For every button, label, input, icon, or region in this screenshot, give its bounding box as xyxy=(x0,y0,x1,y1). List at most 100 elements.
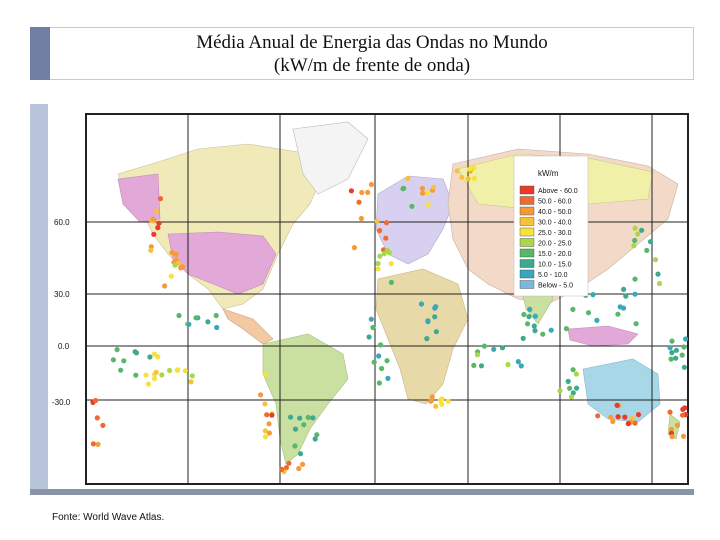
wave-energy-dot xyxy=(93,397,99,404)
wave-energy-dot xyxy=(279,466,285,472)
wave-energy-dot xyxy=(680,412,686,418)
wave-energy-dot xyxy=(162,283,168,289)
wave-energy-dot xyxy=(388,261,394,267)
wave-energy-dot xyxy=(100,422,106,428)
wave-energy-dot xyxy=(262,401,268,407)
wave-energy-dot xyxy=(465,176,471,182)
wave-energy-dot xyxy=(680,433,687,439)
wave-energy-dot xyxy=(310,415,316,421)
wave-energy-dot xyxy=(499,345,506,351)
wave-energy-dot xyxy=(568,394,575,400)
wave-energy-dot xyxy=(288,414,294,420)
wave-energy-dot xyxy=(540,331,546,337)
wave-energy-dot xyxy=(368,316,374,322)
wave-energy-dot xyxy=(405,175,411,182)
wave-energy-dot xyxy=(173,251,179,257)
wave-energy-dot xyxy=(176,312,182,319)
wave-energy-dot xyxy=(471,362,477,368)
wave-energy-dot xyxy=(669,350,675,356)
lat-label-minus30: -30.0 xyxy=(52,398,71,407)
wave-energy-dot xyxy=(121,358,127,364)
world-map-svg: 60.0 30.0 0.0 -30.0 kW/m Above - 60.0 50.… xyxy=(52,113,689,485)
legend-label: Above - 60.0 xyxy=(538,188,578,195)
wave-energy-dot xyxy=(563,326,570,332)
wave-energy-dot xyxy=(615,311,621,317)
wave-energy-dot xyxy=(359,189,365,196)
land-australia xyxy=(582,358,661,423)
wave-energy-dot xyxy=(348,188,354,194)
wave-energy-dot xyxy=(205,319,211,325)
wave-energy-dot xyxy=(668,426,675,433)
wave-energy-dot xyxy=(286,460,292,466)
wave-energy-dot xyxy=(573,371,580,377)
land-africa xyxy=(375,268,469,405)
wave-energy-dot xyxy=(156,220,162,226)
wave-energy-dot xyxy=(459,174,465,180)
wave-energy-dot xyxy=(193,315,199,321)
wave-energy-dot xyxy=(428,398,434,404)
wave-energy-dot xyxy=(150,216,156,222)
wave-energy-dot xyxy=(213,312,219,319)
wave-energy-dot xyxy=(595,413,601,419)
wave-energy-dot xyxy=(439,401,445,407)
wave-energy-dot xyxy=(548,327,554,333)
title-accent-bar xyxy=(30,27,50,80)
wave-energy-dot xyxy=(644,247,650,253)
wave-energy-dot xyxy=(669,338,675,344)
wave-energy-dot xyxy=(151,351,158,357)
wave-energy-dot xyxy=(133,372,139,378)
title-box xyxy=(30,27,694,80)
legend-entries: Above - 60.0 50.0 - 60.0 40.0 - 50.0 30.0 -… xyxy=(519,185,578,290)
wave-energy-dot xyxy=(621,286,627,292)
title-line-1: Média Anual de Energia das Ondas no Mund… xyxy=(196,32,548,53)
wave-energy-dot xyxy=(673,355,679,361)
wave-energy-dot xyxy=(585,310,592,316)
wave-energy-dot xyxy=(266,430,272,436)
wave-energy-dot xyxy=(365,189,371,195)
wave-energy-dot xyxy=(300,461,306,467)
wave-energy-dot xyxy=(378,342,384,348)
wave-energy-dot xyxy=(590,292,596,298)
wave-energy-dot xyxy=(667,409,673,415)
wave-energy-dot xyxy=(531,323,537,329)
wave-energy-dot xyxy=(178,265,184,271)
wave-energy-dot xyxy=(526,314,532,320)
wave-energy-dot xyxy=(388,279,394,285)
wave-energy-dot xyxy=(614,402,620,408)
wave-energy-dot xyxy=(374,218,380,224)
wave-energy-dot xyxy=(366,334,372,340)
wave-energy-dot xyxy=(167,367,173,374)
wave-energy-dot xyxy=(445,398,451,404)
wave-energy-dot xyxy=(296,465,302,472)
wave-energy-dot xyxy=(520,335,526,341)
wave-energy-dot xyxy=(182,368,188,374)
wave-energy-dot xyxy=(305,414,311,420)
wave-energy-dot xyxy=(312,436,318,442)
legend-swatch xyxy=(519,185,535,195)
wave-energy-dot xyxy=(262,371,268,377)
wave-energy-dot xyxy=(527,306,533,312)
wave-energy-dot xyxy=(515,359,521,365)
wave-energy-dot xyxy=(174,367,180,373)
legend-swatch xyxy=(519,248,535,258)
wave-energy-dot xyxy=(471,175,477,181)
legend-label: 30.0 - 40.0 xyxy=(538,220,572,227)
wave-energy-dot xyxy=(95,441,101,447)
wave-energy-dot xyxy=(478,363,485,369)
wave-energy-dot xyxy=(557,388,563,394)
wave-energy-dot xyxy=(153,369,159,375)
wave-energy-map: 60.0 30.0 0.0 -30.0 kW/m Above - 60.0 50.… xyxy=(48,104,694,488)
wave-energy-dot xyxy=(652,257,659,263)
lat-label-0: 0.0 xyxy=(58,342,70,351)
wave-energy-dot xyxy=(532,328,538,334)
wave-energy-dot xyxy=(151,376,158,382)
wave-energy-dot xyxy=(297,451,304,457)
wave-energy-dot xyxy=(266,421,272,427)
legend-swatch xyxy=(519,206,535,216)
wave-energy-dot xyxy=(454,168,460,174)
wave-energy-dot xyxy=(570,306,576,312)
legend-label: 5.0 - 10.0 xyxy=(538,272,568,279)
wave-energy-dot xyxy=(525,321,531,327)
wave-energy-dot xyxy=(188,379,194,385)
wave-energy-dot xyxy=(632,225,638,231)
